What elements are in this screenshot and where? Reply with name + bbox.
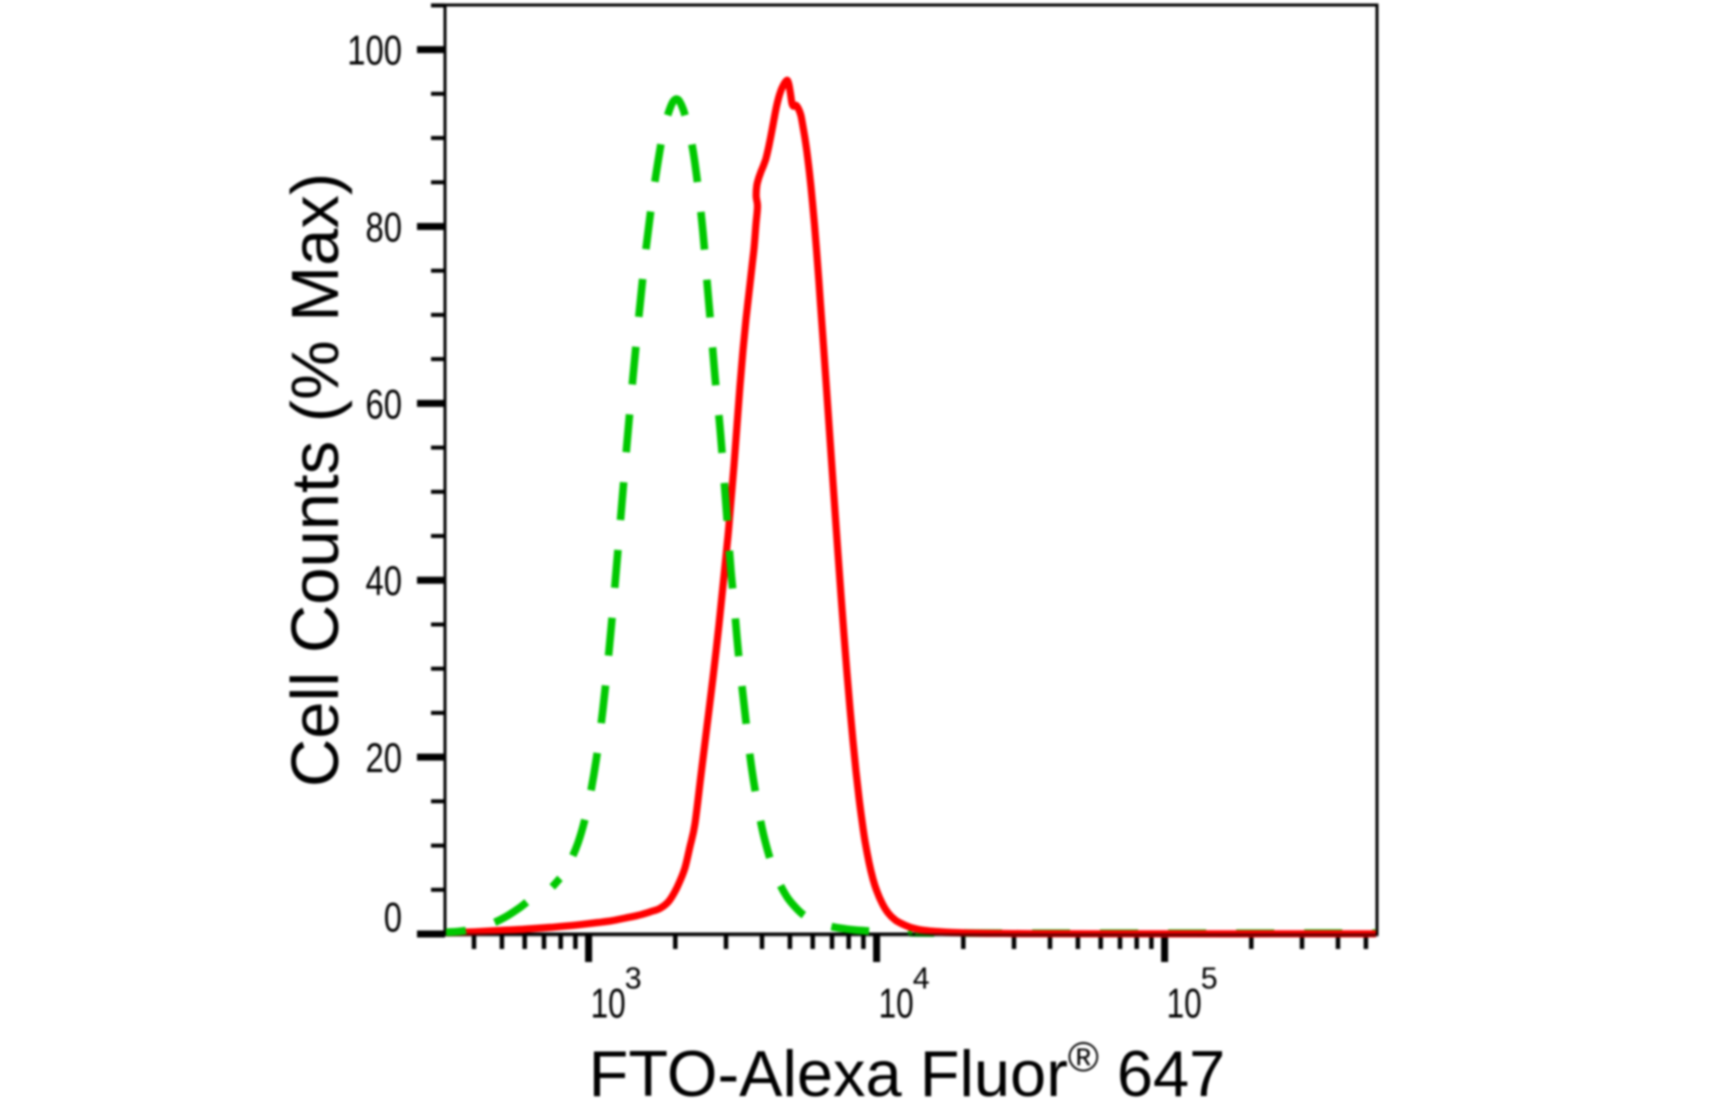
svg-text:40: 40 (366, 557, 403, 604)
svg-text:80: 80 (366, 204, 403, 251)
svg-text:Cell Counts (% Max): Cell Counts (% Max) (278, 173, 353, 787)
svg-text:10: 10 (879, 980, 914, 1027)
svg-text:3: 3 (625, 961, 642, 996)
svg-text:0: 0 (384, 894, 402, 941)
svg-text:5: 5 (1201, 961, 1218, 996)
svg-text:10: 10 (591, 980, 626, 1027)
svg-text:100: 100 (347, 27, 402, 74)
svg-text:10: 10 (1167, 980, 1202, 1027)
svg-text:FTO-Alexa Fluor® 647: FTO-Alexa Fluor® 647 (589, 1033, 1226, 1110)
svg-text:60: 60 (366, 380, 403, 427)
svg-text:20: 20 (366, 734, 403, 781)
svg-text:4: 4 (913, 961, 930, 996)
